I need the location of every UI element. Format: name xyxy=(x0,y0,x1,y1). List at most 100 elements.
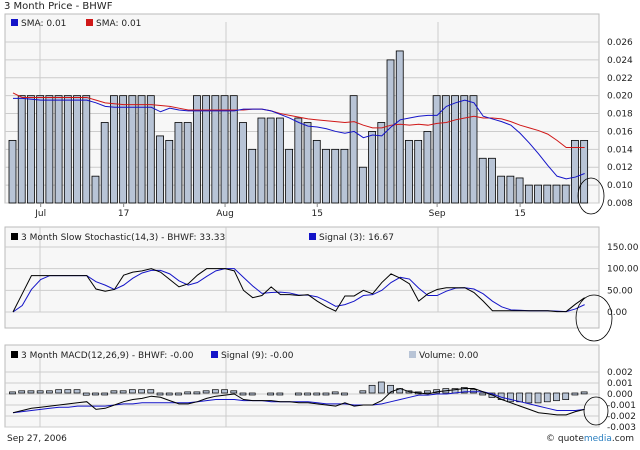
price-bar xyxy=(17,95,26,204)
macd-signal-line xyxy=(12,391,585,414)
macd-histogram-bar xyxy=(165,392,173,396)
macd-histogram-bar xyxy=(193,391,201,395)
price-bar xyxy=(285,148,294,204)
price-bar xyxy=(506,175,515,204)
price-bar xyxy=(275,117,284,204)
price-bar xyxy=(386,59,395,204)
macd-histogram-bar xyxy=(230,390,238,394)
price-bar xyxy=(552,184,561,204)
stochastic-line xyxy=(12,268,585,313)
price-bar xyxy=(358,166,367,204)
stochastic-gridlines xyxy=(5,227,599,313)
stochastic-legend: 3 Month Slow Stochastic(14,3) - BHWF: 33… xyxy=(11,233,394,243)
chart-date: Sep 27, 2006 xyxy=(7,434,67,444)
price-bar xyxy=(45,95,54,204)
y-tick-label: 100.00 xyxy=(607,265,639,275)
price-bar xyxy=(110,95,118,204)
macd-histogram-bar xyxy=(313,392,321,396)
macd-histogram-bar xyxy=(322,392,330,396)
macd-signal-swatch xyxy=(211,351,218,358)
price-bar xyxy=(239,122,247,204)
price-legend: SMA: 0.01 SMA: 0.01 xyxy=(11,19,141,29)
y-tick-label: 0.012 xyxy=(607,163,633,173)
x-tick-label: 15 xyxy=(312,209,323,219)
x-tick-label: Jul xyxy=(34,209,46,219)
price-bar xyxy=(211,95,220,204)
y-tick-label: 0.016 xyxy=(607,127,633,137)
price-panel: 0.026 0.024 0.022 0.020 0.018 0.016 0.014 0.012… xyxy=(4,13,633,219)
macd-histogram-bar xyxy=(248,392,256,396)
price-bar xyxy=(349,95,358,204)
macd-histogram-bar xyxy=(331,391,339,395)
stochastic-swatch xyxy=(11,233,18,240)
macd-histogram-bar xyxy=(543,392,551,403)
macd-histogram-bar xyxy=(387,384,394,394)
price-bar xyxy=(395,50,404,204)
macd-histogram-bar xyxy=(553,392,560,402)
brand-suffix: .com xyxy=(611,434,634,444)
stochastic-signal-swatch xyxy=(309,233,316,240)
price-bar xyxy=(451,95,459,204)
price-bar xyxy=(497,175,506,204)
macd-line xyxy=(12,387,585,416)
macd-histogram-bar xyxy=(368,384,376,394)
price-bar xyxy=(192,95,201,204)
macd-histogram-bar xyxy=(507,392,514,403)
macd-histogram-bar xyxy=(92,392,99,396)
y-tick-label: 0.00 xyxy=(607,308,627,318)
stochastic-legend-label: 3 Month Slow Stochastic(14,3) - BHWF: 33… xyxy=(21,233,225,243)
sma-red-swatch xyxy=(86,19,93,26)
macd-histogram-bar xyxy=(460,387,468,394)
macd-histogram-bar xyxy=(36,390,44,394)
brand-media: media xyxy=(583,434,612,444)
price-bar xyxy=(63,95,72,204)
y-tick-label: 0.020 xyxy=(607,92,633,102)
price-bar xyxy=(543,184,552,204)
macd-histogram-bar xyxy=(119,390,127,394)
macd-histogram-bar xyxy=(562,392,570,400)
macd-histogram-bar xyxy=(294,392,302,396)
y-tick-label: 0.026 xyxy=(607,38,633,48)
macd-histogram-bar xyxy=(571,392,579,396)
macd-histogram-bar xyxy=(479,392,487,396)
volume-swatch xyxy=(409,351,416,358)
price-bar xyxy=(183,122,192,204)
y-tick-label: 0.000 xyxy=(607,390,633,400)
price-bar xyxy=(73,95,81,204)
macd-histogram-bar xyxy=(18,390,26,394)
price-bar xyxy=(322,148,330,204)
price-bar xyxy=(414,139,423,204)
sma-red-legend: SMA: 0.01 xyxy=(96,19,141,29)
macd-signal-legend-label: Signal (9): -0.00 xyxy=(221,351,294,361)
price-x-axis: Jul 17 Aug 15 Sep 15 xyxy=(34,203,526,219)
price-bar xyxy=(488,157,496,204)
price-bar xyxy=(266,117,275,204)
stochastic-y-axis: 150.00 100.00 50.00 0.00 xyxy=(607,243,639,318)
macd-histogram-bar xyxy=(580,391,588,395)
y-tick-label: 0.024 xyxy=(607,56,633,66)
price-bar xyxy=(229,95,238,204)
x-tick-label: 15 xyxy=(514,209,525,219)
highlight-circle-stochastic xyxy=(575,294,613,342)
price-bar xyxy=(174,122,183,204)
price-bar xyxy=(303,122,312,204)
macd-histogram-bar xyxy=(73,389,81,394)
quotemedia-link[interactable]: © quotemedia.com xyxy=(546,434,634,444)
price-bar xyxy=(524,184,533,204)
price-bar xyxy=(432,95,441,204)
price-bar xyxy=(469,95,478,204)
y-tick-label: 0.022 xyxy=(607,74,633,84)
price-bars xyxy=(8,50,589,204)
price-bar xyxy=(340,148,349,204)
y-tick-label: 150.00 xyxy=(607,243,639,253)
price-bar xyxy=(128,95,137,204)
price-bar xyxy=(441,95,450,204)
macd-histogram-bar xyxy=(239,392,247,396)
price-bar xyxy=(165,139,174,204)
macd-histogram-bar xyxy=(534,392,542,404)
price-bar xyxy=(257,117,266,204)
price-bar xyxy=(561,184,570,204)
stochastic-panel: 150.00 100.00 50.00 0.00 3 Month Slow Stoch… xyxy=(4,226,639,342)
price-bar xyxy=(368,131,376,204)
